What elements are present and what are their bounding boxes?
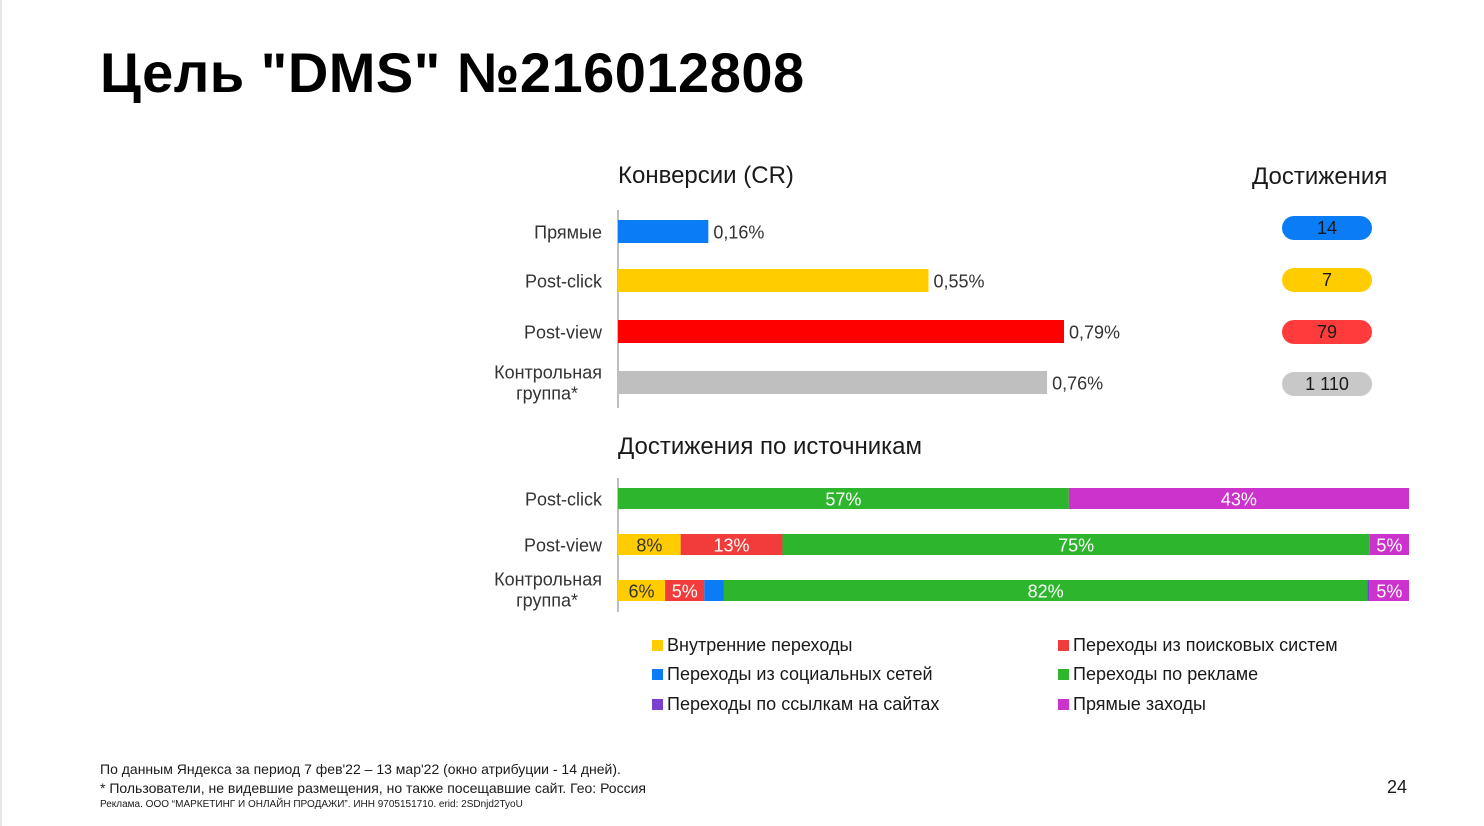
cr-category-label-прямые: Прямые: [534, 223, 602, 243]
legend-item-social: Переходы из социальных сетей: [652, 664, 933, 685]
slide-title: Цель "DMS" №216012808: [100, 41, 805, 104]
sources-bar-segment-post-click-3: [618, 488, 1069, 509]
sources-segment-label-post-view-1: 13%: [714, 536, 750, 556]
sources-bar-segment-контрольная-группа-1: [665, 580, 705, 601]
legend-item-links: Переходы по ссылкам на сайтах: [652, 694, 939, 715]
sources-bar-segment-контрольная-группа-5: [1369, 580, 1409, 601]
sources-bar-segment-post-view-0: [618, 534, 681, 555]
sources-bar-segment-контрольная-группа-3: [723, 580, 1368, 601]
legend-swatch-direct-visits: [1058, 699, 1069, 710]
cr-value-label-post-view: 0,79%: [1069, 323, 1120, 343]
legend-label-search: Переходы из поисковых систем: [1073, 635, 1338, 655]
sources-bar-segment-post-view-3: [782, 534, 1370, 555]
achievement-value-direct: 14: [1316, 218, 1338, 238]
cr-category-label-post-click: Post-click: [525, 272, 603, 292]
cr-value-label-контрольная-группа: 0,76%: [1052, 374, 1103, 394]
page-number: 24: [1387, 777, 1408, 797]
legend-item-ads: Переходы по рекламе: [1058, 664, 1258, 685]
sources-bar-segment-post-click-5: [1068, 488, 1409, 509]
sources-category-label-post-view: Post-view: [524, 536, 603, 556]
legend-swatch-search: [1058, 640, 1069, 651]
sources-bar-segment-контрольная-группа-4: [1367, 580, 1370, 601]
cr-bar-прямые: [618, 220, 709, 243]
cr-bar-post-click: [618, 269, 929, 292]
cr-bar-post-view: [618, 320, 1064, 343]
cr-category-label-контрольная-группа-line1: Контрольная: [494, 363, 602, 383]
sources-bar-segment-post-view-1: [680, 534, 783, 555]
legend-swatch-ads: [1058, 669, 1069, 680]
slide-left-edge: [0, 0, 2, 826]
sources-segment-label-post-view-0: 8%: [636, 536, 662, 556]
achievement-value-post-view: 79: [1316, 322, 1338, 342]
sources-category-label-контрольная-группа-line2: группа*: [516, 591, 578, 611]
sources-segment-label-post-click-3: 57%: [825, 490, 861, 510]
legend-item-internal: Внутренние переходы: [652, 635, 852, 656]
achievement-pill-direct: 14: [1282, 216, 1372, 240]
cr-chart-title: Конверсии (CR): [618, 162, 794, 189]
sources-segment-label-контрольная-группа-3: 82%: [1028, 582, 1064, 602]
sources-chart-title: Достижения по источникам: [618, 433, 922, 460]
sources-segment-label-контрольная-группа-5: 5%: [1376, 582, 1402, 602]
sources-category-label-контрольная-группа-line1: Контрольная: [494, 570, 602, 590]
achievement-pill-post-view: 79: [1282, 320, 1372, 344]
legend-label-direct-visits: Прямые заходы: [1073, 694, 1206, 714]
cr-value-label-прямые: 0,16%: [713, 223, 764, 243]
cr-category-label-post-view: Post-view: [524, 323, 603, 343]
sources-category-label-post-click: Post-click: [525, 490, 603, 510]
sources-bar-segment-контрольная-группа-0: [618, 580, 666, 601]
sources-segment-label-post-click-5: 43%: [1221, 490, 1257, 510]
sources-segment-label-post-view-5: 5%: [1376, 536, 1402, 556]
legend-swatch-links: [652, 699, 663, 710]
legend-label-ads: Переходы по рекламе: [1073, 664, 1259, 684]
cr-bar-контрольная-группа: [618, 371, 1048, 394]
legend-label-links: Переходы по ссылкам на сайтах: [667, 694, 940, 714]
achievement-pill-control: 1 110: [1282, 372, 1372, 396]
footnote-ad-disclaimer: Реклама. ООО “МАРКЕТИНГ И ОНЛАЙН ПРОДАЖИ…: [100, 799, 523, 810]
legend-label-internal: Внутренние переходы: [667, 635, 853, 655]
legend-swatch-internal: [652, 640, 663, 651]
sources-bar-segment-post-view-5: [1369, 534, 1409, 555]
achievements-title: Достижения: [1252, 163, 1388, 190]
cr-value-label-post-click: 0,55%: [934, 272, 985, 292]
legend-swatch-social: [652, 669, 663, 680]
sources-bar-segment-контрольная-группа-2: [704, 580, 724, 601]
sources-segment-label-контрольная-группа-1: 5%: [672, 582, 698, 602]
sources-segment-label-контрольная-группа-0: 6%: [629, 582, 655, 602]
achievement-value-post-click: 7: [1321, 270, 1332, 290]
footnote-source: По данным Яндекса за период 7 фев'22 – 1…: [100, 761, 621, 777]
footnote-control-group: * Пользователи, не видевшие размещения, …: [100, 780, 646, 796]
achievement-pill-post-click: 7: [1282, 268, 1372, 292]
achievement-value-control: 1 110: [1305, 374, 1349, 394]
cr-category-label-контрольная-группа-line2: группа*: [516, 384, 578, 404]
legend-item-direct-visits: Прямые заходы: [1058, 694, 1206, 715]
legend-label-social: Переходы из социальных сетей: [667, 664, 933, 684]
sources-segment-label-post-view-3: 75%: [1058, 536, 1094, 556]
legend-item-search: Переходы из поисковых систем: [1058, 635, 1338, 656]
